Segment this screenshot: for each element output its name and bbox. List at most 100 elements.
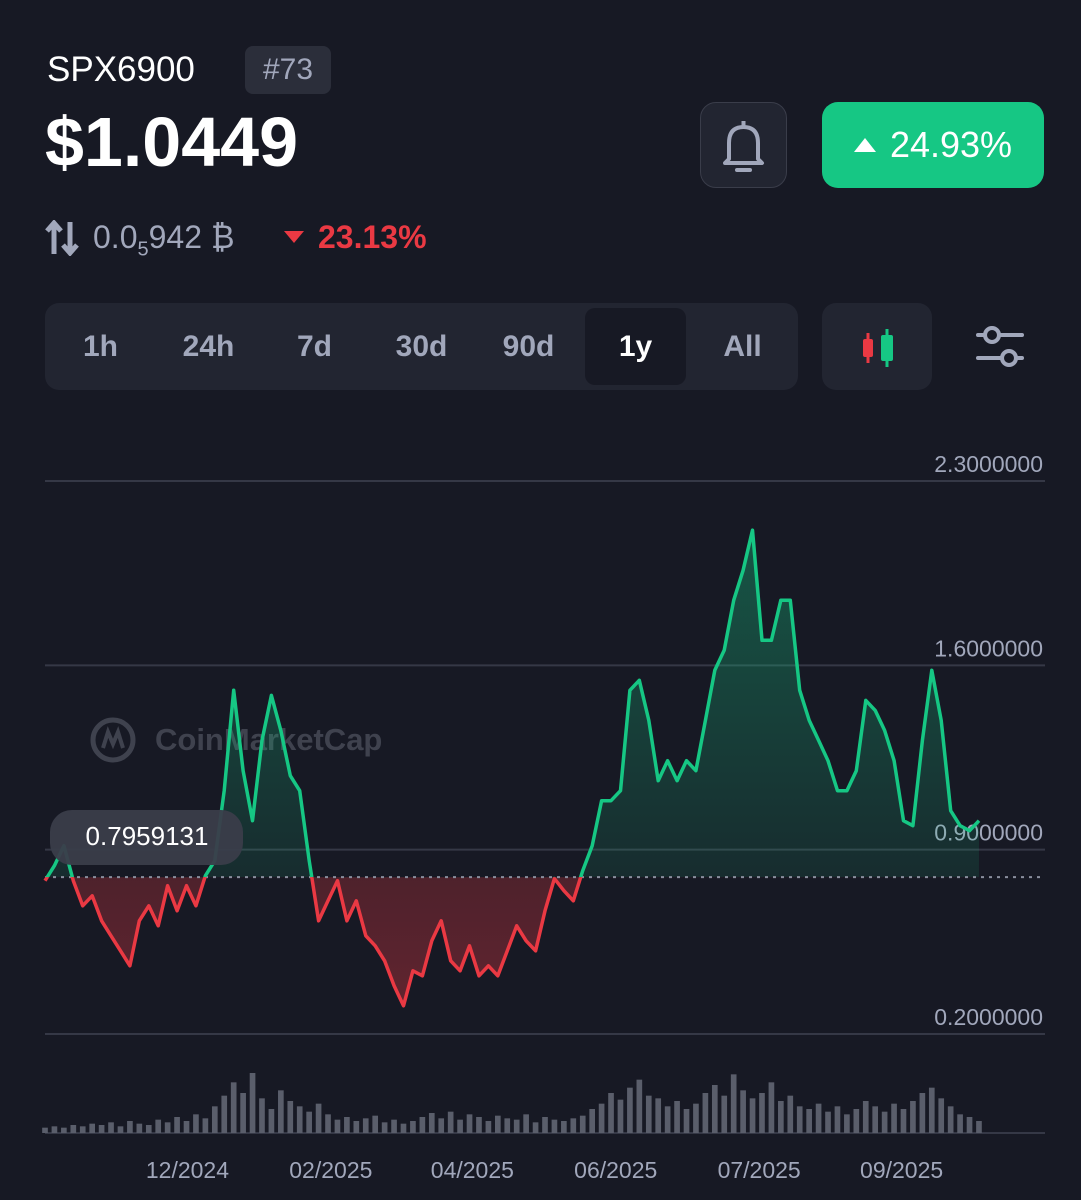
volume-bar bbox=[721, 1095, 728, 1133]
price: $1.0449 bbox=[45, 103, 299, 181]
volume-bar bbox=[966, 1117, 973, 1133]
btc-price-tail: 942 ₿ bbox=[148, 219, 235, 255]
volume-bar bbox=[495, 1115, 501, 1133]
volume-bar bbox=[447, 1111, 454, 1133]
volume-bar bbox=[655, 1098, 662, 1133]
rank-badge: #73 bbox=[245, 46, 331, 94]
alert-button[interactable] bbox=[700, 102, 787, 188]
btc-price-lead: 0.0 bbox=[93, 219, 138, 255]
volume-bar bbox=[287, 1101, 294, 1133]
volume-bar bbox=[164, 1122, 171, 1133]
volume-bar bbox=[127, 1121, 133, 1133]
volume-bar bbox=[325, 1114, 331, 1133]
volume-bar bbox=[627, 1087, 633, 1133]
watermark-logo bbox=[90, 717, 136, 763]
timeframe-button[interactable]: 24h bbox=[182, 329, 235, 363]
x-tick-label: 04/2025 bbox=[431, 1157, 514, 1183]
volume-bar bbox=[778, 1101, 784, 1133]
change-badge[interactable]: 24.93% bbox=[822, 102, 1044, 188]
volume-bar bbox=[928, 1087, 935, 1133]
y-tick-label: 1.6000000 bbox=[934, 635, 1043, 661]
volume-bar bbox=[730, 1074, 737, 1133]
x-tick-label: 12/2024 bbox=[146, 1157, 229, 1183]
volume-bar bbox=[891, 1103, 897, 1133]
volume-bar bbox=[362, 1118, 369, 1133]
timeframe-button[interactable]: 30d bbox=[395, 329, 448, 363]
baseline-pill bbox=[50, 810, 243, 865]
volume-bar bbox=[598, 1103, 605, 1133]
volume-bar bbox=[910, 1101, 916, 1133]
volume-bar bbox=[674, 1101, 680, 1133]
volume-bar bbox=[976, 1121, 982, 1133]
volume-bar bbox=[70, 1125, 77, 1133]
timeframe-button[interactable]: 1y bbox=[585, 308, 686, 385]
volume-bar bbox=[787, 1095, 794, 1133]
timeframe-button[interactable]: 7d bbox=[296, 329, 332, 363]
volume-bar bbox=[457, 1119, 463, 1133]
y-tick-label: 2.3000000 bbox=[934, 451, 1043, 477]
volume-bar bbox=[476, 1117, 482, 1133]
candle-icon bbox=[863, 329, 893, 367]
volume-bar bbox=[579, 1115, 586, 1133]
volume-bar bbox=[957, 1114, 963, 1133]
volume-bar bbox=[844, 1114, 850, 1133]
volume-bar bbox=[589, 1109, 595, 1133]
volume-bar bbox=[98, 1125, 105, 1133]
volume-bar bbox=[862, 1101, 869, 1133]
volume-bar bbox=[240, 1093, 246, 1133]
volume-bar bbox=[249, 1073, 256, 1133]
btc-change: 23.13% bbox=[318, 219, 427, 255]
volume-bar bbox=[570, 1118, 577, 1133]
volume-bar bbox=[806, 1109, 812, 1133]
settings-button[interactable] bbox=[972, 322, 1028, 372]
volume-bar bbox=[834, 1106, 841, 1133]
volume-bar bbox=[504, 1118, 511, 1133]
volume-bar bbox=[136, 1123, 143, 1133]
area-down bbox=[45, 877, 581, 1006]
volume-bar bbox=[193, 1114, 199, 1133]
volume-bar bbox=[391, 1119, 397, 1133]
x-tick-label: 07/2025 bbox=[718, 1157, 801, 1183]
volume-bar bbox=[683, 1109, 690, 1133]
volume-bar bbox=[513, 1119, 520, 1133]
timeframe-button[interactable]: 90d bbox=[502, 329, 555, 363]
volume-bar bbox=[768, 1082, 775, 1133]
volume-bar bbox=[636, 1079, 643, 1133]
volume-bar bbox=[155, 1119, 162, 1133]
volume-bar bbox=[353, 1121, 360, 1133]
y-tick-label: 0.2000000 bbox=[934, 1004, 1043, 1030]
volume-bar bbox=[900, 1109, 907, 1133]
timeframe-button[interactable]: 1h bbox=[82, 329, 118, 363]
bell-icon bbox=[723, 121, 764, 172]
volume-bar bbox=[174, 1117, 180, 1133]
timeframe-button[interactable]: All bbox=[723, 329, 762, 363]
volume-bar bbox=[202, 1118, 209, 1133]
up-triangle bbox=[853, 138, 876, 152]
volume-bar bbox=[306, 1111, 312, 1133]
volume-bar bbox=[419, 1117, 426, 1133]
volume-bar bbox=[749, 1098, 756, 1133]
volume-bar bbox=[693, 1103, 699, 1133]
volume-bar bbox=[523, 1114, 529, 1133]
volume-bar bbox=[542, 1117, 548, 1133]
volume-bar bbox=[145, 1125, 152, 1133]
volume-bar bbox=[117, 1126, 124, 1133]
volume-bar bbox=[947, 1106, 954, 1133]
price-line-up bbox=[45, 528, 981, 878]
candle-toggle[interactable] bbox=[822, 303, 932, 390]
volume-bar bbox=[466, 1114, 473, 1133]
volume-bar bbox=[315, 1103, 322, 1133]
volume-bar bbox=[551, 1119, 558, 1133]
volume-bar bbox=[532, 1122, 539, 1133]
volume-bar bbox=[825, 1111, 831, 1133]
volume-bar bbox=[438, 1118, 445, 1133]
price-line-down bbox=[43, 877, 583, 1008]
volume-bar bbox=[79, 1126, 86, 1133]
x-tick-label: 09/2025 bbox=[860, 1157, 943, 1183]
volume-bar bbox=[278, 1090, 284, 1133]
volume-bar bbox=[400, 1123, 407, 1133]
volume-bar bbox=[919, 1093, 926, 1133]
swap-icon bbox=[45, 220, 79, 256]
